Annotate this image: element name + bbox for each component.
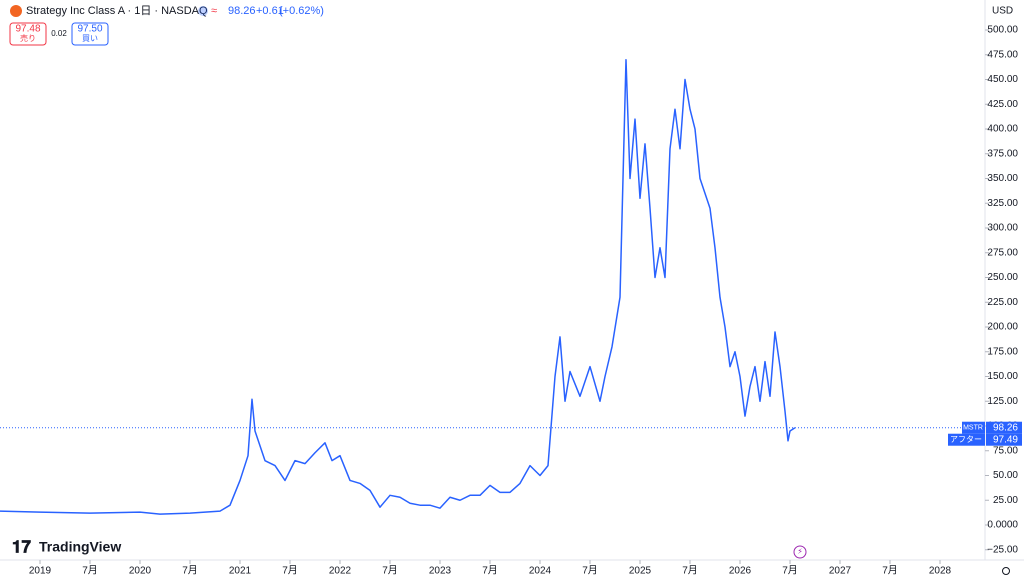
- sell-price[interactable]: 97.48: [15, 24, 40, 35]
- x-tick-label: 2019: [29, 566, 52, 577]
- x-tick-label: 7月: [882, 565, 898, 577]
- brand: TradingView: [39, 539, 121, 555]
- after-hours-badge: [948, 433, 985, 446]
- after-hours-name: アフター: [950, 435, 982, 444]
- x-tick-label: 2023: [429, 566, 452, 577]
- y-tick-label: 225.00: [987, 297, 1018, 308]
- price: 98.26: [228, 5, 256, 17]
- buy-button[interactable]: [71, 22, 109, 46]
- symbol-title: Strategy Inc Class A · 1日 · NASDAQ: [26, 5, 208, 17]
- x-tick-label: 2026: [729, 566, 752, 577]
- y-tick-label: 50.00: [993, 470, 1018, 481]
- event-icon-glyph[interactable]: ⚡: [797, 547, 803, 556]
- y-tick-label: 250.00: [987, 272, 1018, 283]
- last-price-label: 98.26: [993, 422, 1018, 433]
- x-tick-label: 2022: [329, 566, 352, 577]
- x-tick-label: 2020: [129, 566, 152, 577]
- x-tick-label: 7月: [482, 565, 498, 577]
- x-tick-label: 2021: [229, 566, 252, 577]
- y-tick-label: 75.00: [993, 445, 1018, 456]
- event-icon[interactable]: [793, 545, 807, 559]
- y-tick-label: 350.00: [987, 173, 1018, 184]
- y-tick-label: 475.00: [987, 49, 1018, 60]
- x-tick-label: 2027: [829, 566, 852, 577]
- change-pct: (+0.62%): [279, 5, 324, 17]
- price-line: [0, 58, 796, 515]
- buy-label[interactable]: 買い: [82, 34, 98, 43]
- logo-icon: [10, 5, 22, 17]
- after-hours-label: 97.49: [993, 434, 1018, 445]
- x-tick-label: 7月: [582, 565, 598, 577]
- x-tick-label: 2025: [629, 566, 652, 577]
- last-price-box: [986, 421, 1022, 434]
- y-tick-label: 400.00: [987, 124, 1018, 135]
- y-tick-label: 150.00: [987, 371, 1018, 382]
- y-tick-label: 275.00: [987, 247, 1018, 258]
- x-tick-label: 7月: [682, 565, 698, 577]
- y-tick-label: 300.00: [987, 223, 1018, 234]
- y-tick-label: −25.00: [987, 544, 1018, 555]
- y-tick-label: 425.00: [987, 99, 1018, 110]
- currency[interactable]: USD: [992, 6, 1013, 17]
- last-price-symbol: MSTR: [963, 425, 983, 432]
- y-tick-label: 125.00: [987, 396, 1018, 407]
- x-tick-label: 2028: [929, 566, 952, 577]
- y-tick-label: 500.00: [987, 25, 1018, 36]
- settings-icon[interactable]: [1002, 567, 1010, 575]
- brand-mark: 𝟏𝟕: [12, 537, 31, 556]
- sell-label[interactable]: 売り: [20, 33, 36, 43]
- change: +0.61: [256, 5, 284, 17]
- spread: 0.02: [51, 29, 67, 38]
- x-tick-label: 2024: [529, 566, 552, 577]
- buy-price[interactable]: 97.50: [77, 24, 102, 35]
- y-tick-label: 200.00: [987, 322, 1018, 333]
- y-tick-label: 175.00: [987, 346, 1018, 357]
- y-tick-label: 0.0000: [987, 520, 1018, 531]
- y-tick-label: 325.00: [987, 198, 1018, 209]
- y-tick-label: 450.00: [987, 74, 1018, 85]
- after-hours-box: [986, 433, 1022, 446]
- y-tick-label: 25.00: [993, 495, 1018, 506]
- x-tick-label: 7月: [282, 565, 298, 577]
- x-tick-label: 7月: [82, 565, 98, 577]
- session-icon: [198, 6, 208, 16]
- sell-button[interactable]: [9, 22, 47, 46]
- last-price-badge: [962, 421, 985, 434]
- wave-icon: ≈: [211, 5, 217, 17]
- x-tick-label: 7月: [182, 565, 198, 577]
- y-tick-label: 375.00: [987, 148, 1018, 159]
- x-tick-label: 7月: [782, 565, 798, 577]
- x-tick-label: 7月: [382, 565, 398, 577]
